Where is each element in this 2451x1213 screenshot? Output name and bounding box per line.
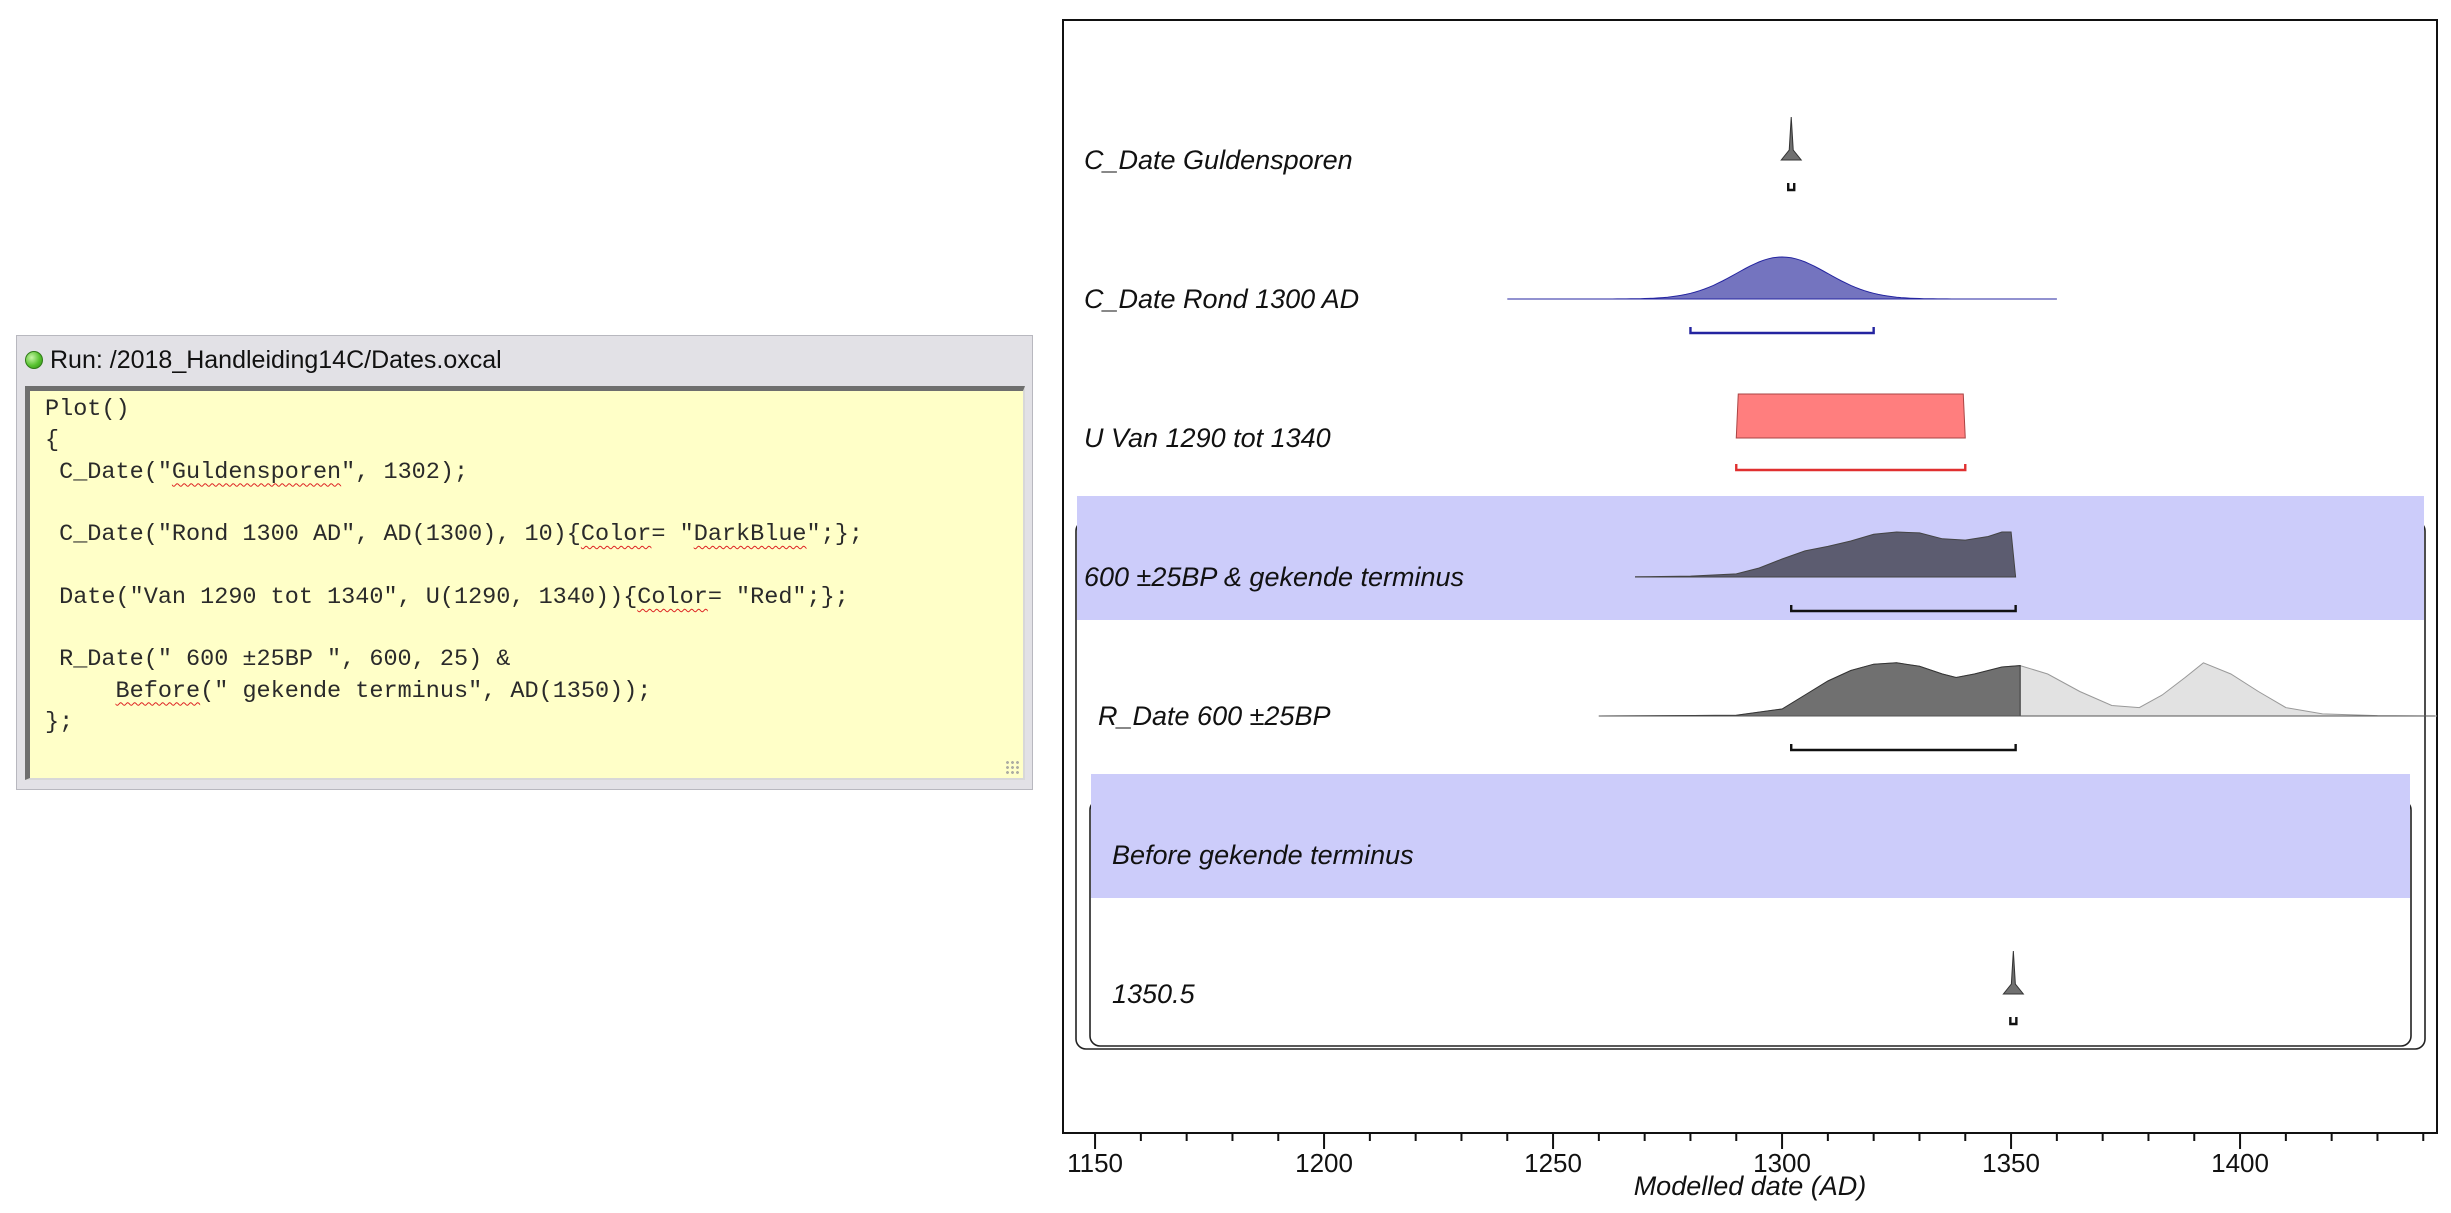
group-band-5 bbox=[1091, 774, 2410, 898]
distribution-2 bbox=[1735, 393, 1966, 439]
resize-grip-icon[interactable] bbox=[1005, 760, 1019, 774]
x-tick-label: 1350 bbox=[1982, 1148, 2040, 1178]
code-line[interactable]: }; bbox=[45, 709, 73, 736]
range-bracket-6 bbox=[2009, 1017, 2018, 1026]
distribution-3 bbox=[1635, 531, 2017, 578]
code-editor[interactable]: Plot() { C_Date("Guldensporen", 1302); C… bbox=[25, 386, 1025, 780]
code-token: }; bbox=[45, 708, 74, 736]
row-label-0: C_Date Guldensporen bbox=[1084, 145, 1353, 175]
range-bracket-2 bbox=[1735, 464, 1967, 472]
code-text[interactable]: Plot() { C_Date("Guldensporen", 1302); C… bbox=[45, 394, 863, 738]
row-label-3: 600 ±25BP & gekende terminus bbox=[1084, 562, 1464, 592]
row-labels: C_Date Guldensporen C_Date Rond 1300 AD U … bbox=[1084, 145, 1464, 1009]
spellcheck-flagged-word: Color bbox=[580, 521, 652, 549]
spellcheck-flagged-word: DarkBlue bbox=[693, 521, 807, 549]
code-line[interactable]: { bbox=[45, 427, 59, 454]
run-window: Run: /2018_Handleiding14C/Dates.oxcal Pl… bbox=[16, 335, 1033, 790]
spike-6 bbox=[2002, 950, 2025, 995]
code-line[interactable]: C_Date("Rond 1300 AD", AD(1300), 10){Col… bbox=[45, 521, 863, 548]
spellcheck-flagged-word: Before bbox=[115, 677, 201, 705]
distribution-1 bbox=[1507, 256, 2057, 300]
code-line[interactable]: C_Date("Guldensporen", 1302); bbox=[45, 459, 468, 486]
code-token: R_Date(" 600 ±25BP ", 600, 25) & bbox=[45, 646, 511, 674]
distribution-marks bbox=[1507, 116, 2438, 1026]
range-bracket-1 bbox=[1689, 327, 1875, 335]
x-tick-label: 1300 bbox=[1753, 1148, 1811, 1178]
range-bracket-0 bbox=[1787, 183, 1796, 192]
code-token: (" gekende terminus", AD(1350)); bbox=[200, 677, 652, 705]
code-token: Date("Van 1290 tot 1340", U(1290, 1340))… bbox=[45, 583, 638, 611]
code-token: Plot() bbox=[45, 396, 130, 423]
row-label-6: 1350.5 bbox=[1112, 979, 1196, 1009]
x-tick-label: 1250 bbox=[1524, 1148, 1582, 1178]
run-window-title: Run: /2018_Handleiding14C/Dates.oxcal bbox=[50, 345, 502, 374]
code-token: = "Red";}; bbox=[707, 583, 849, 611]
code-token: C_Date("Rond 1300 AD", AD(1300), 10){ bbox=[45, 521, 581, 549]
code-token: ";}; bbox=[806, 521, 863, 549]
code-token: ", 1302); bbox=[341, 458, 469, 486]
row-label-1: C_Date Rond 1300 AD bbox=[1084, 284, 1359, 314]
status-dot-icon bbox=[25, 351, 43, 369]
spellcheck-flagged-word: Color bbox=[637, 583, 708, 611]
row-label-2: U Van 1290 tot 1340 bbox=[1084, 423, 1331, 453]
code-line[interactable]: Plot() bbox=[45, 396, 130, 423]
x-axis-title: Modelled date (AD) bbox=[1634, 1171, 1867, 1201]
run-window-titlebar[interactable]: Run: /2018_Handleiding14C/Dates.oxcal bbox=[17, 336, 1032, 384]
code-token: { bbox=[45, 427, 60, 455]
code-line[interactable]: Date("Van 1290 tot 1340", U(1290, 1340))… bbox=[45, 584, 849, 611]
range-bracket-3 bbox=[1790, 605, 2017, 613]
group-bands bbox=[1077, 496, 2424, 898]
x-tick-label: 1150 bbox=[1067, 1148, 1123, 1178]
x-axis: Modelled date (AD) 1150 1200 1250 1300 1350 1… bbox=[1063, 1132, 2437, 1201]
code-token: C_Date(" bbox=[45, 458, 172, 486]
row-label-5: Before gekende terminus bbox=[1112, 840, 1414, 870]
row-label-4: R_Date 600 ±25BP bbox=[1098, 701, 1330, 731]
spellcheck-flagged-word: Guldensporen bbox=[171, 458, 342, 486]
spike-0 bbox=[1780, 116, 1803, 161]
group-band-3 bbox=[1077, 496, 2424, 620]
code-line[interactable]: Before(" gekende terminus", AD(1350)); bbox=[45, 677, 652, 705]
x-tick-label: 1400 bbox=[2211, 1148, 2269, 1178]
range-bracket-4 bbox=[1790, 744, 2017, 752]
x-tick-label: 1200 bbox=[1295, 1148, 1353, 1178]
code-token: = " bbox=[651, 521, 694, 549]
code-line[interactable]: R_Date(" 600 ±25BP ", 600, 25) & bbox=[45, 646, 510, 673]
posterior-4 bbox=[1598, 662, 2021, 717]
